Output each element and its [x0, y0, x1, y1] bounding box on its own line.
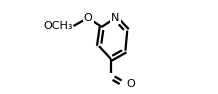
- Text: N: N: [111, 13, 120, 23]
- Text: O: O: [126, 79, 135, 89]
- Text: O: O: [84, 13, 92, 23]
- Text: OCH₃: OCH₃: [43, 21, 73, 31]
